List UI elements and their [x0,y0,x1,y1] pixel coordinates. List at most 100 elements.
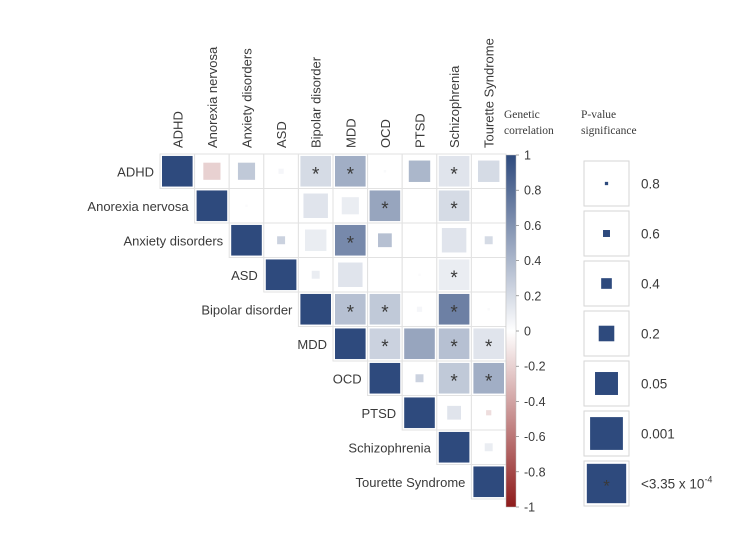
column-label: Bipolar disorder [309,56,324,148]
correlation-square [277,236,286,245]
correlation-square [484,443,493,452]
correlation-square [237,162,256,180]
size-legend-square [595,372,618,395]
correlation-square [335,328,366,360]
correlation-square [447,405,461,420]
significance-star: * [312,164,320,185]
correlation-square [438,155,470,187]
colorbar-tick-label: -1 [524,501,535,515]
correlation-square [335,155,366,187]
significance-star: * [347,233,355,254]
colorbar-gradient [505,154,517,508]
colorbar-tick-label: -0.4 [524,395,546,409]
size-legend-star: * [603,477,610,496]
correlation-square [438,190,470,222]
significance-star: * [347,164,355,185]
correlation-square [484,236,493,245]
correlation-square [369,328,401,360]
column-label: Anxiety disorders [240,48,255,148]
significance-star: * [450,302,458,323]
correlation-square [300,155,331,187]
size-legend-label: 0.4 [641,277,660,292]
correlation-square [473,466,504,498]
correlation-square [408,160,431,182]
column-label: Anorexia nervosa [205,46,220,148]
size-legend-title: significance [581,125,637,137]
correlation-square [231,224,262,256]
correlation-square [418,273,421,276]
significance-star: * [450,268,458,289]
row-label: ADHD [117,164,154,179]
colorbar-title: Genetic [504,109,540,121]
colorbar: Genetic correlation 1 0.8 0.6 0.4 0.2 0 -0.2 -0.4… [504,109,554,515]
correlation-square [196,190,228,222]
significance-star: * [450,199,458,220]
correlation-square [338,262,363,287]
size-legend-label: 0.8 [641,177,660,192]
grid-cell [228,188,265,224]
correlation-square [487,308,490,311]
correlation-square [369,362,401,394]
row-label: Tourette Syndrome [356,475,466,490]
correlation-square [473,362,504,394]
correlation-square [383,170,387,173]
correlation-square [415,374,424,383]
row-label: ASD [231,268,258,283]
row-label: Anorexia nervosa [87,199,189,214]
row-label: Schizophrenia [348,440,431,455]
correlation-square [335,293,366,325]
significance-star: * [381,337,389,358]
correlation-square [303,193,328,218]
size-legend-square [604,181,609,186]
matrix-cells: * * * * * * * * * * * * * * * [162,155,504,498]
colorbar-tick-label: -0.6 [524,430,546,444]
significance-star: * [381,302,389,323]
row-label: Anxiety disorders [123,233,223,248]
size-legend-label: 0.05 [641,377,667,392]
column-label: Tourette Syndrome [482,38,497,148]
row-label: OCD [333,371,362,386]
size-legend-square [586,463,627,504]
correlation-square [383,273,387,276]
correlation-square [438,431,470,463]
row-label: PTSD [362,406,397,421]
row-labels: ADHD Anorexia nervosa Anxiety disorders ASD… [87,164,465,490]
colorbar-tick-label: 0.8 [524,184,541,198]
pvalue-size-legend: P-value significance 0.8 0.6 0.4 0.2 0.05 0.001… [581,109,712,507]
correlation-square [304,229,327,251]
correlation-square [369,190,401,222]
correlation-square [404,328,435,360]
correlation-square [311,270,320,279]
size-legend-square [590,417,623,450]
correlation-square [279,204,283,207]
correlation-square [487,204,490,207]
correlation-square [300,293,331,325]
correlation-square [473,328,504,360]
correlation-square [487,273,490,276]
colorbar-tick-label: -0.8 [524,465,546,479]
size-legend-exponent: -4 [704,475,712,485]
colorbar-tick-label: 0.4 [524,254,541,268]
correlation-square [438,362,470,394]
size-legend-title: P-value [581,109,616,121]
size-legend-label: <3.35 x 10-4 [641,475,712,492]
correlation-square [416,306,423,312]
significance-star: * [485,371,493,392]
column-labels: ADHD Anorexia nervosa Anxiety disorders ASD… [170,38,496,148]
colorbar-tick-label: 0.6 [524,219,541,233]
correlation-square [418,239,421,242]
correlation-square [486,410,492,416]
size-legend-label: 0.001 [641,427,675,442]
significance-star: * [381,199,389,220]
size-legend-square [601,278,612,289]
correlation-square [438,259,470,291]
column-label: MDD [343,118,358,148]
colorbar-tick-label: 0 [524,325,531,339]
significance-star: * [450,371,458,392]
column-label: ASD [274,121,289,148]
correlation-square [438,293,470,325]
size-legend-square [598,325,615,342]
correlation-square [369,293,401,325]
correlation-square [477,160,500,182]
